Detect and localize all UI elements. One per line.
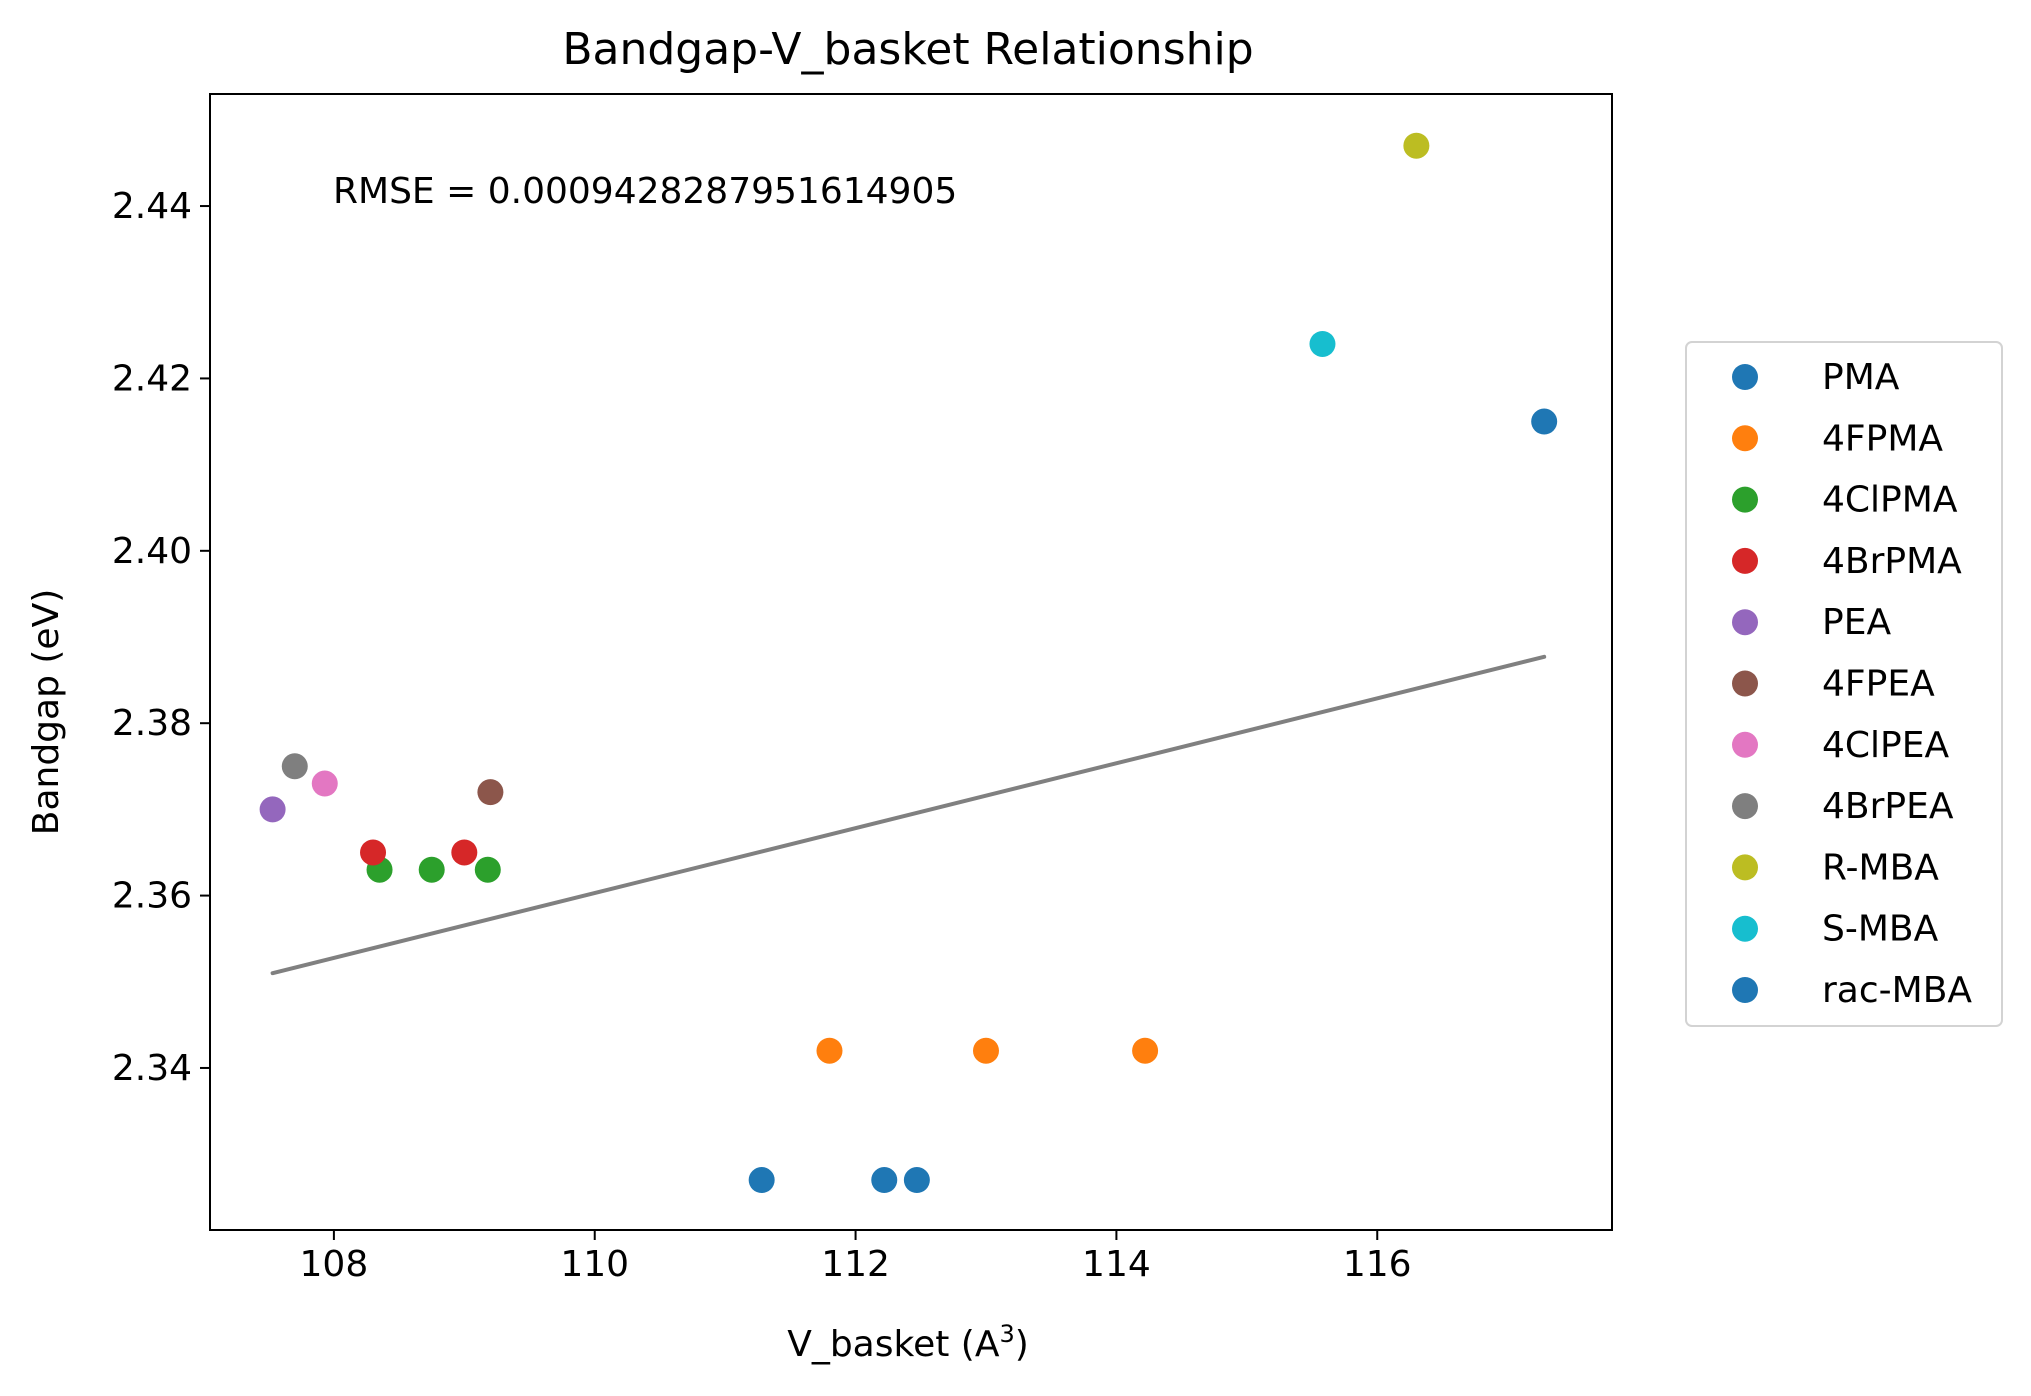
legend-marker	[1732, 670, 1758, 697]
rmse-annotation: RMSE = 0.0009428287951614905	[333, 171, 957, 212]
data-point	[281, 753, 308, 780]
legend-label: 4FPEA	[1822, 664, 1935, 705]
data-point	[451, 839, 478, 866]
data-point	[903, 1167, 930, 1194]
x-tick-label: 114	[1082, 1244, 1151, 1285]
chart-title: Bandgap-V_basket Relationship	[562, 24, 1253, 75]
data-point	[871, 1167, 898, 1194]
legend-label: 4ClPMA	[1822, 480, 1958, 521]
axes-layer: 108 110 112 114 116 2.34 2.36 2.38 2.40 2.42 2.44	[112, 93, 1613, 1285]
legend-label: R-MBA	[1822, 847, 1939, 888]
data-point	[418, 856, 445, 883]
x-tick-label: 116	[1343, 1244, 1412, 1285]
data-point	[311, 770, 338, 797]
x-axis-label-suffix: )	[1015, 1324, 1029, 1365]
data-point	[816, 1037, 843, 1064]
x-axis-label-main: V_basket (A	[787, 1324, 1000, 1365]
data-point	[1132, 1037, 1159, 1064]
legend-label: 4BrPEA	[1822, 786, 1954, 827]
legend-marker	[1732, 425, 1758, 452]
legend-label: S-MBA	[1822, 909, 1939, 950]
y-tick-label: 2.42	[112, 358, 192, 399]
legend-label: rac-MBA	[1822, 970, 1972, 1011]
data-point	[1309, 330, 1336, 357]
x-axis-label: V_basket (A3)	[787, 1320, 1029, 1365]
plot-frame	[209, 93, 1613, 1231]
data-point	[360, 839, 387, 866]
y-tick-label: 2.36	[112, 876, 192, 917]
legend-label: 4ClPEA	[1822, 725, 1949, 766]
regression-line	[270, 654, 1547, 976]
x-tick-label: 110	[560, 1244, 629, 1285]
y-tick-label: 2.38	[112, 703, 192, 744]
legend-marker	[1732, 977, 1758, 1003]
legend-label: PEA	[1822, 602, 1891, 643]
x-tick-label: 112	[821, 1244, 890, 1285]
data-point	[972, 1037, 999, 1064]
legend: PMA 4FPMA 4ClPMA 4BrPMA PEA 4FPEA 4ClPEA 4BrPEA…	[1685, 341, 2003, 1027]
legend-label: 4FPMA	[1822, 418, 1943, 459]
legend-marker	[1732, 731, 1758, 758]
legend-marker	[1732, 915, 1758, 942]
legend-marker	[1732, 547, 1758, 574]
data-point	[748, 1167, 775, 1194]
legend-marker	[1732, 609, 1758, 636]
y-tick-label: 2.40	[112, 531, 192, 572]
data-point	[474, 856, 501, 883]
data-point	[477, 779, 504, 806]
x-axis-label-superscript: 3	[999, 1320, 1014, 1348]
legend-box	[1685, 341, 2003, 1027]
y-axis-label: Bandgap (eV)	[26, 589, 67, 836]
legend-marker	[1732, 364, 1758, 390]
legend-marker	[1732, 486, 1758, 513]
legend-marker	[1732, 793, 1758, 820]
legend-label: 4BrPMA	[1822, 541, 1962, 582]
legend-label: PMA	[1822, 357, 1900, 398]
y-tick-label: 2.34	[112, 1048, 192, 1089]
y-tick-label: 2.44	[112, 186, 192, 227]
fit-line-layer	[270, 654, 1547, 976]
x-tick-label: 108	[300, 1244, 369, 1285]
legend-marker	[1732, 854, 1758, 881]
data-point	[1531, 408, 1558, 435]
data-point	[1403, 132, 1430, 159]
data-point	[259, 796, 286, 823]
data-points-layer	[259, 132, 1558, 1194]
